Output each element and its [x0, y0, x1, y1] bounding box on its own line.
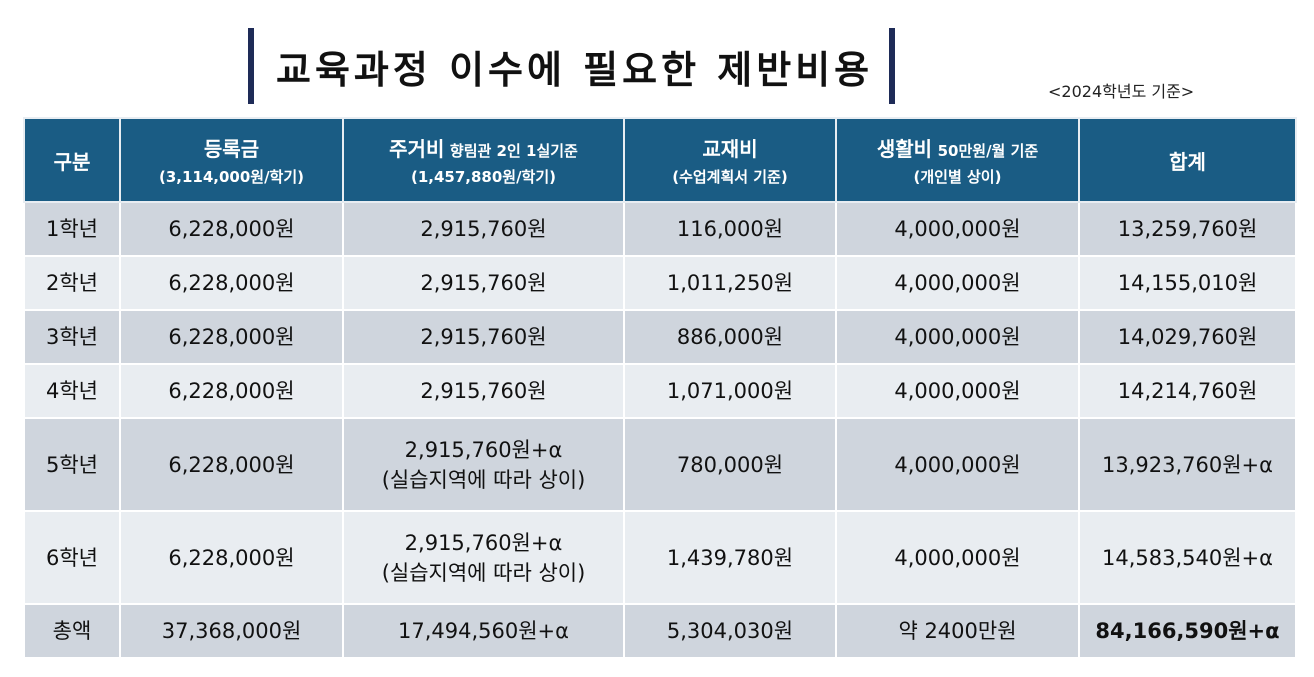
cell-grade: 총액	[23, 603, 121, 659]
cell-living: 4,000,000원	[835, 309, 1080, 365]
cell-total: 14,583,540원+α	[1078, 510, 1297, 605]
cell-housing: 2,915,760원+α (실습지역에 따라 상이)	[342, 510, 625, 605]
cell-living: 4,000,000원	[835, 255, 1080, 311]
header-tuition: 등록금 (3,114,000원/학기)	[119, 117, 344, 203]
cell-housing: 17,494,560원+α	[342, 603, 625, 659]
cell-grade: 3학년	[23, 309, 121, 365]
table-row: 4학년 6,228,000원 2,915,760원 1,071,000원 4,0…	[23, 363, 1297, 419]
cell-grade: 1학년	[23, 201, 121, 257]
cell-tuition: 6,228,000원	[119, 201, 344, 257]
cell-textbook: 1,439,780원	[623, 510, 837, 605]
basis-note: <2024학년도 기준>	[1048, 82, 1195, 101]
cell-living: 4,000,000원	[835, 201, 1080, 257]
header-total: 합계	[1078, 117, 1297, 203]
cell-housing: 2,915,760원	[342, 255, 625, 311]
cell-living: 4,000,000원	[835, 510, 1080, 605]
housing-note: (실습지역에 따라 상이)	[381, 560, 586, 585]
header-textbook: 교재비 (수업계획서 기준)	[623, 117, 837, 203]
header-living: 생활비 50만원/월 기준 (개인별 상이)	[835, 117, 1080, 203]
cell-tuition: 6,228,000원	[119, 417, 344, 512]
header-category: 구분	[23, 117, 121, 203]
cell-tuition: 6,228,000원	[119, 510, 344, 605]
cell-textbook: 886,000원	[623, 309, 837, 365]
title-block: 교육과정 이수에 필요한 제반비용	[248, 28, 896, 104]
housing-amount: 2,915,760원+α	[404, 437, 563, 462]
table-row: 5학년 6,228,000원 2,915,760원+α (실습지역에 따라 상이…	[23, 417, 1297, 512]
cell-housing: 2,915,760원	[342, 201, 625, 257]
cell-tuition: 37,368,000원	[119, 603, 344, 659]
cell-textbook: 116,000원	[623, 201, 837, 257]
cell-housing: 2,915,760원+α (실습지역에 따라 상이)	[342, 417, 625, 512]
cell-housing: 2,915,760원	[342, 309, 625, 365]
cell-total: 14,214,760원	[1078, 363, 1297, 419]
table-row: 1학년 6,228,000원 2,915,760원 116,000원 4,000…	[23, 201, 1297, 257]
summary-row: 총액 37,368,000원 17,494,560원+α 5,304,030원 …	[23, 603, 1297, 659]
title-bar-left	[248, 28, 254, 104]
cell-living: 약 2400만원	[835, 603, 1080, 659]
cost-table: 구분 등록금 (3,114,000원/학기) 주거비 향림관 2인 1실기준 (…	[23, 117, 1297, 659]
table-row: 2학년 6,228,000원 2,915,760원 1,011,250원 4,0…	[23, 255, 1297, 311]
cell-textbook: 5,304,030원	[623, 603, 837, 659]
cell-tuition: 6,228,000원	[119, 255, 344, 311]
cell-total: 13,259,760원	[1078, 201, 1297, 257]
housing-note: (실습지역에 따라 상이)	[381, 467, 586, 492]
header-housing: 주거비 향림관 2인 1실기준 (1,457,880원/학기)	[342, 117, 625, 203]
cell-grade: 5학년	[23, 417, 121, 512]
header-row: 구분 등록금 (3,114,000원/학기) 주거비 향림관 2인 1실기준 (…	[23, 117, 1297, 203]
cell-tuition: 6,228,000원	[119, 363, 344, 419]
cell-living: 4,000,000원	[835, 363, 1080, 419]
cell-grade: 4학년	[23, 363, 121, 419]
housing-amount: 2,915,760원+α	[404, 530, 563, 555]
cell-textbook: 1,071,000원	[623, 363, 837, 419]
cell-total: 14,029,760원	[1078, 309, 1297, 365]
cell-grand-total: 84,166,590원+α	[1078, 603, 1297, 659]
page-title: 교육과정 이수에 필요한 제반비용	[276, 47, 874, 92]
title-bar-right	[889, 28, 896, 104]
table-row: 3학년 6,228,000원 2,915,760원 886,000원 4,000…	[23, 309, 1297, 365]
cell-tuition: 6,228,000원	[119, 309, 344, 365]
table-row: 6학년 6,228,000원 2,915,760원+α (실습지역에 따라 상이…	[23, 510, 1297, 605]
cell-textbook: 780,000원	[623, 417, 837, 512]
cell-grade: 6학년	[23, 510, 121, 605]
cell-grade: 2학년	[23, 255, 121, 311]
cell-total: 13,923,760원+α	[1078, 417, 1297, 512]
cell-textbook: 1,011,250원	[623, 255, 837, 311]
cell-total: 14,155,010원	[1078, 255, 1297, 311]
cell-housing: 2,915,760원	[342, 363, 625, 419]
cell-living: 4,000,000원	[835, 417, 1080, 512]
